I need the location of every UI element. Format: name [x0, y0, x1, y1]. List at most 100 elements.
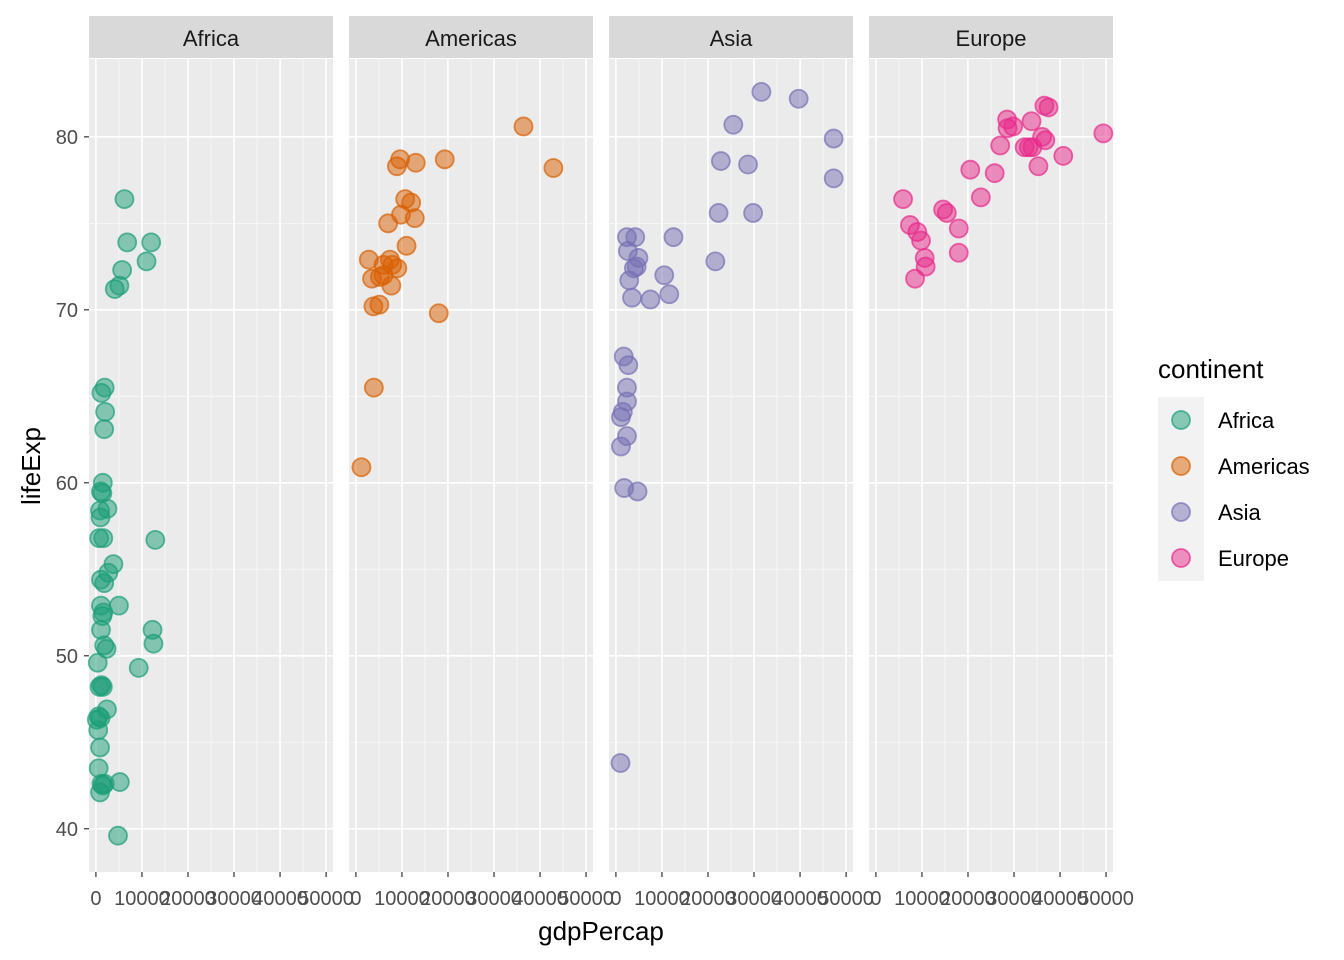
y-tick-label: 70 [56, 300, 78, 322]
data-point-africa [90, 507, 111, 528]
data-point-europe [1028, 156, 1049, 177]
facet-strip-label: Europe [956, 26, 1027, 51]
data-point-africa [96, 638, 117, 659]
facet-strip-label: Africa [183, 26, 240, 51]
data-point-europe [960, 159, 981, 180]
x-tick-label: 40000 [512, 888, 568, 910]
data-point-americas [404, 208, 425, 229]
x-tick-label: 40000 [1032, 888, 1088, 910]
x-tick-label: 0 [870, 888, 881, 910]
facet-strip-africa [89, 16, 333, 58]
data-point-asia [743, 203, 763, 223]
x-tick-label: 40000 [772, 888, 828, 910]
data-point-americas [362, 268, 382, 289]
data-point-europe [1038, 97, 1059, 118]
x-tick-label: 30000 [986, 888, 1042, 910]
data-point-asia [618, 355, 639, 376]
x-tick-label: 20000 [680, 888, 736, 910]
legend-key-africa [1171, 410, 1191, 430]
data-point-asia [710, 151, 731, 171]
legend-items: Africa Americas Asia Europe [1158, 397, 1310, 581]
data-point-americas [386, 156, 407, 177]
data-point-europe [984, 163, 1005, 184]
x-tick-label: 20000 [420, 888, 476, 910]
legend-label-americas: Americas [1218, 454, 1310, 479]
y-tick-label: 60 [56, 473, 78, 495]
data-point-americas [369, 294, 390, 315]
data-point-europe [948, 218, 969, 239]
x-tick-label: 10000 [114, 888, 170, 910]
legend-label-asia: Asia [1218, 500, 1262, 525]
y-axis-title: lifeExp [16, 427, 46, 505]
data-point-europe [905, 268, 925, 289]
x-tick-label: 50000 [558, 888, 614, 910]
data-point-europe [997, 118, 1018, 139]
x-tick-label: 10000 [374, 888, 430, 910]
y-tick-label: 50 [56, 646, 78, 668]
data-point-americas [378, 213, 399, 234]
data-point-europe [970, 187, 991, 208]
data-point-africa [90, 737, 110, 758]
data-point-africa [87, 652, 108, 673]
data-point-africa [94, 573, 115, 594]
data-point-africa [136, 251, 157, 272]
data-point-asia [708, 203, 729, 223]
x-axis-title: gdpPercap [538, 916, 664, 946]
data-point-asia [627, 481, 648, 502]
data-point-africa [92, 775, 113, 796]
data-point-africa [143, 633, 164, 654]
data-point-europe [893, 189, 913, 210]
data-point-africa [128, 657, 149, 678]
data-point-asia [738, 154, 758, 175]
data-point-asia [654, 265, 675, 286]
data-point-africa [93, 528, 114, 549]
facet-strip-europe [869, 16, 1113, 58]
data-point-americas [381, 275, 402, 296]
data-point-europe [911, 230, 931, 251]
facet-strip-label: Americas [425, 26, 517, 51]
x-tick-label: 50000 [298, 888, 354, 910]
data-point-europe [1022, 137, 1043, 158]
y-tick-label: 40 [56, 819, 78, 841]
data-point-africa [95, 401, 116, 422]
data-point-asia [788, 88, 809, 109]
data-point-americas [513, 116, 534, 137]
data-point-africa [109, 275, 130, 296]
data-point-americas [351, 457, 372, 478]
data-point-europe [1093, 123, 1114, 144]
data-point-europe [1053, 145, 1074, 166]
data-point-africa [109, 772, 130, 792]
data-point-americas [434, 149, 455, 170]
facet-strip-americas [349, 16, 593, 58]
data-point-africa [94, 419, 115, 440]
data-point-europe [1021, 111, 1042, 132]
data-point-africa [88, 720, 109, 741]
data-point-africa [114, 189, 135, 210]
legend-title: continent [1158, 354, 1264, 384]
x-tick-label: 50000 [1078, 888, 1134, 910]
data-point-americas [543, 158, 564, 178]
y-axis-ticks: 40 50 60 70 80 [56, 127, 89, 841]
data-point-americas [363, 377, 384, 398]
x-tick-label: 20000 [160, 888, 216, 910]
data-point-asia [663, 227, 684, 248]
data-point-asia [659, 284, 680, 305]
data-point-asia [610, 753, 631, 773]
x-tick-label: 40000 [252, 888, 308, 910]
data-point-americas [396, 235, 417, 256]
data-point-europe [948, 242, 969, 263]
legend-key-americas [1171, 456, 1191, 476]
data-point-asia [619, 270, 640, 291]
data-point-asia [622, 287, 642, 308]
data-point-asia [823, 168, 844, 189]
data-point-americas [405, 152, 426, 173]
data-point-europe [936, 203, 957, 223]
data-point-asia [611, 436, 631, 457]
data-point-americas [428, 303, 449, 324]
data-point-africa [141, 232, 162, 253]
